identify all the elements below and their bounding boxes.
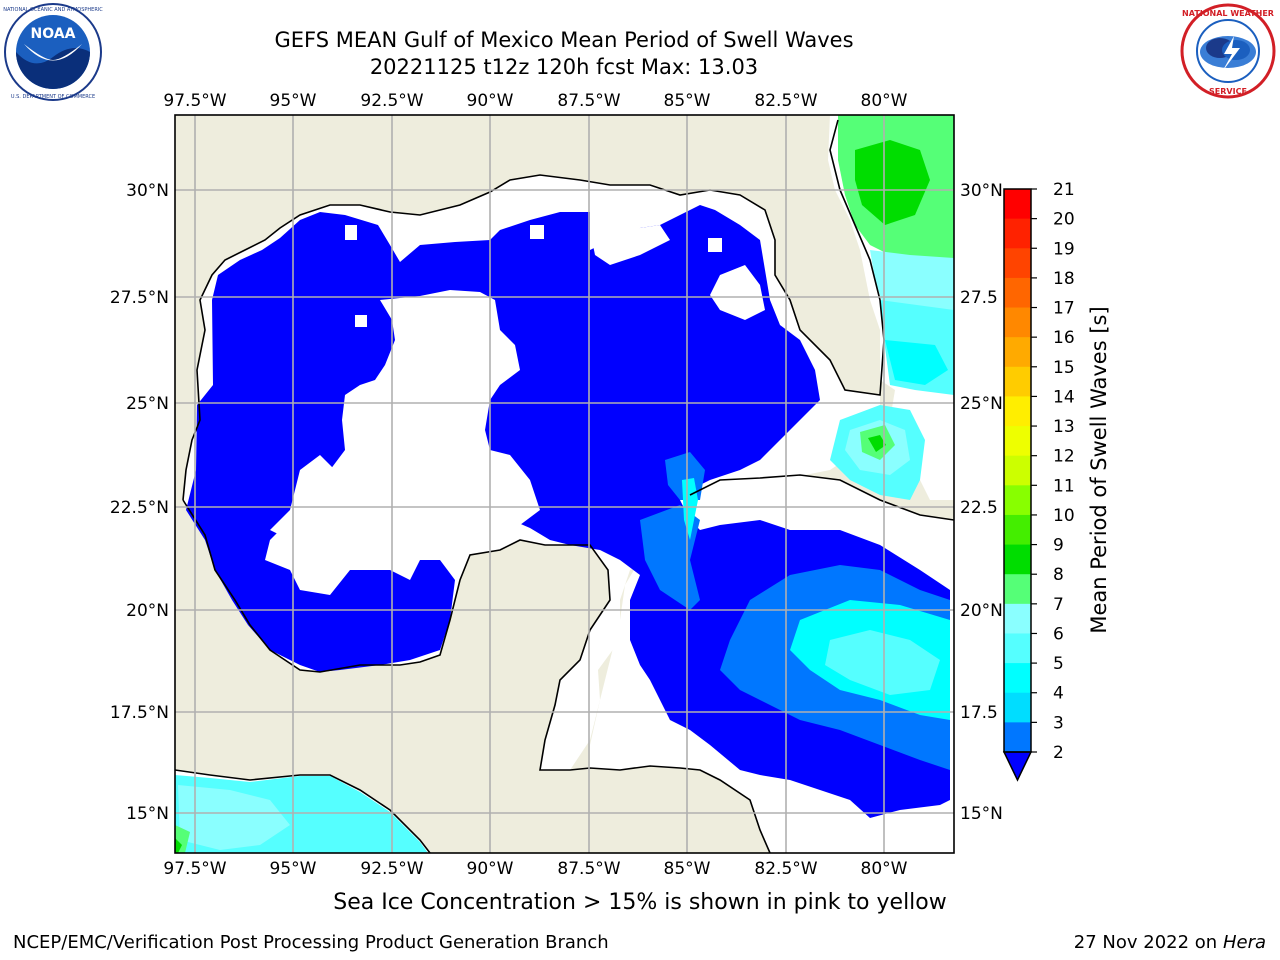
colorbar-tick-label: 21 [1053, 180, 1075, 200]
svg-text:NATIONAL OCEANIC AND ATMOSPHER: NATIONAL OCEANIC AND ATMOSPHERIC [3, 7, 103, 13]
colorbar-tick-label: 13 [1053, 417, 1075, 437]
colorbar-tick-label: 18 [1053, 269, 1075, 289]
colorbar-label: Mean Period of Swell Waves [s] [1087, 306, 1111, 633]
colorbar-tick-label: 14 [1053, 387, 1075, 407]
gulf-coastline [182, 119, 885, 501]
lat-label: 20°N [960, 601, 1003, 621]
map-frame [174, 114, 955, 854]
lat-label: 22.5 [960, 498, 998, 518]
lon-label: 90°W [467, 859, 514, 879]
colorbar-segment [1004, 485, 1031, 516]
lat-labels-right: 30°N 27.5 25°N 22.5 20°N 17.5 15°N [960, 181, 1003, 824]
colorbar-tick-label: 12 [1053, 447, 1075, 467]
colorbar-segment [1004, 544, 1031, 575]
lon-label: 95°W [270, 859, 317, 879]
colorbar-tick-label: 9 [1053, 536, 1064, 556]
colorbar-tick-label: 3 [1053, 713, 1064, 733]
colorbar-segment [1004, 189, 1031, 220]
cuba-coastline [689, 474, 954, 521]
colorbar-segment [1004, 337, 1031, 368]
lon-label: 80°W [861, 859, 908, 879]
nws-logo: NATIONAL WEATHER SERVICE [1180, 3, 1276, 99]
colorbar-segment [1004, 514, 1031, 546]
gulf-of-mexico-map: 97.5°W 95°W 92.5°W 90°W 87.5°W 85°W 82.5… [110, 91, 1111, 879]
colorbar-segment [1004, 277, 1031, 309]
colorbar-frame [1003, 188, 1032, 753]
colorbar-segment [1004, 426, 1031, 457]
lon-label: 82.5°W [754, 859, 817, 879]
lat-label: 17.5°N [110, 703, 169, 723]
lon-label: 92.5°W [360, 91, 423, 111]
lat-label: 30°N [960, 181, 1003, 201]
map-title: GEFS MEAN Gulf of Mexico Mean Period of … [274, 28, 854, 52]
lon-label: 87.5°W [557, 859, 620, 879]
lon-labels-bottom: 97.5°W 95°W 92.5°W 90°W 87.5°W 85°W 82.5… [163, 859, 907, 879]
noaa-logo-text: NOAA [31, 26, 76, 42]
svg-text:NATIONAL WEATHER: NATIONAL WEATHER [1182, 9, 1274, 18]
colorbar-segment [1004, 307, 1031, 338]
colorbar-segment [1004, 663, 1031, 694]
colorbar: 21 20 19 18 17 16 15 14 13 12 11 10 9 8 7 6 5 4 3 2 [1002, 180, 1075, 782]
colorbar-segment [1004, 574, 1031, 605]
colorbar-tick-label: 2 [1053, 743, 1064, 763]
lon-label: 90°W [467, 91, 514, 111]
lon-label: 82.5°W [754, 91, 817, 111]
colorbar-segment [1004, 218, 1031, 249]
lat-label: 22.5°N [110, 498, 169, 518]
lat-label: 15°N [126, 804, 169, 824]
colorbar-tick-label: 5 [1053, 654, 1064, 674]
colorbar-segment [1004, 366, 1031, 397]
colorbar-tick-label: 11 [1053, 476, 1075, 496]
host-name: Hera [1222, 932, 1266, 953]
graticule [175, 115, 954, 853]
colorbar-extend-arrow [1002, 751, 1033, 782]
colorbar-segment [1004, 455, 1031, 486]
date-text: 27 Nov 2022 on [1073, 932, 1218, 953]
colorbar-segment [1004, 722, 1031, 753]
colorbar-tick-label: 15 [1053, 358, 1075, 378]
colorbar-tick-label: 6 [1053, 624, 1064, 644]
lon-label: 95°W [270, 91, 317, 111]
lon-label: 97.5°W [163, 859, 226, 879]
lat-label: 27.5°N [110, 288, 169, 308]
lat-label: 25°N [960, 394, 1003, 414]
colorbar-segment [1004, 692, 1031, 723]
lat-label: 27.5 [960, 288, 998, 308]
colorbar-tick-label: 10 [1053, 506, 1075, 526]
sea-ice-note: Sea Ice Concentration > 15% is shown in … [333, 890, 947, 915]
forecast-subtitle: 20221125 t12z 120h fcst Max: 13.03 [369, 55, 759, 79]
colorbar-segment [1004, 603, 1031, 634]
colorbar-tick-label: 7 [1053, 595, 1064, 615]
lon-label: 85°W [664, 859, 711, 879]
lat-label: 20°N [126, 601, 169, 621]
svg-text:SERVICE: SERVICE [1209, 87, 1247, 96]
lon-labels-top: 97.5°W 95°W 92.5°W 90°W 87.5°W 85°W 82.5… [163, 91, 907, 111]
svg-text:U.S. DEPARTMENT OF COMMERCE: U.S. DEPARTMENT OF COMMERCE [11, 94, 95, 100]
colorbar-tick-label: 19 [1053, 239, 1075, 259]
lon-label: 80°W [861, 91, 908, 111]
colorbar-tick-label: 8 [1053, 565, 1064, 585]
date-stamp: 27 Nov 2022 on Hera [1074, 932, 1266, 953]
colorbar-tick-label: 16 [1053, 328, 1075, 348]
colorbar-segment [1004, 248, 1031, 279]
colorbar-segment [1004, 633, 1031, 664]
lon-label: 92.5°W [360, 859, 423, 879]
noaa-logo: NOAA NATIONAL OCEANIC AND ATMOSPHERIC U.… [3, 3, 103, 101]
lat-label: 15°N [960, 804, 1003, 824]
lat-labels-left: 30°N 27.5°N 25°N 22.5°N 20°N 17.5°N 15°N [110, 181, 169, 824]
swell-4-6-caribbean [640, 505, 700, 610]
lon-label: 97.5°W [163, 91, 226, 111]
lat-label: 30°N [126, 181, 169, 201]
colorbar-segment [1004, 396, 1031, 427]
colorbar-tick-label: 4 [1053, 684, 1064, 704]
colorbar-tick-label: 17 [1053, 299, 1075, 319]
lon-label: 85°W [664, 91, 711, 111]
lon-label: 87.5°W [557, 91, 620, 111]
credit-text: NCEP/EMC/Verification Post Processing Pr… [13, 932, 609, 953]
colorbar-tick-label: 20 [1053, 210, 1075, 230]
lat-label: 25°N [126, 394, 169, 414]
lat-label: 17.5 [960, 703, 998, 723]
